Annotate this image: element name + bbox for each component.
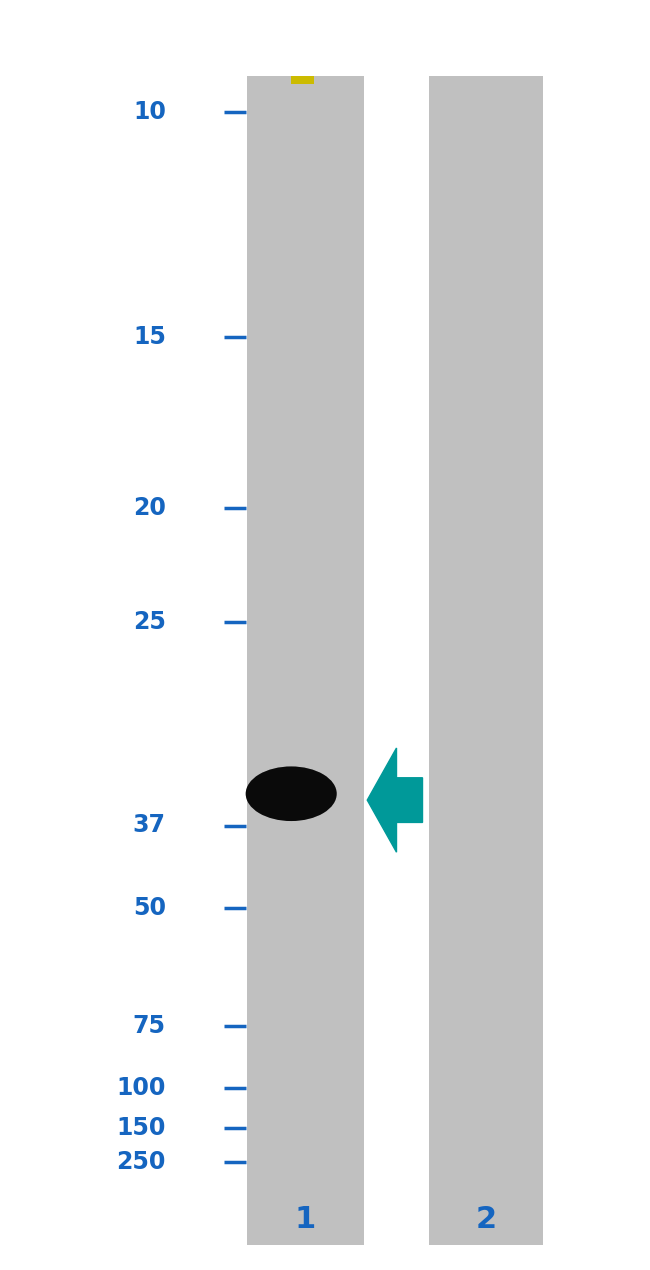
Text: 2: 2: [476, 1205, 497, 1233]
Ellipse shape: [246, 767, 337, 820]
Ellipse shape: [246, 767, 337, 820]
Text: 20: 20: [133, 497, 166, 519]
Bar: [247, 76, 364, 1245]
Text: 10: 10: [133, 100, 166, 123]
Ellipse shape: [266, 779, 317, 809]
Text: 25: 25: [133, 611, 166, 634]
Text: 50: 50: [133, 897, 166, 919]
FancyArrow shape: [367, 748, 422, 852]
Ellipse shape: [259, 775, 323, 813]
Bar: [429, 76, 543, 1245]
Text: 15: 15: [133, 325, 166, 348]
Text: 250: 250: [116, 1151, 166, 1173]
Text: 1: 1: [295, 1205, 316, 1233]
Ellipse shape: [252, 771, 330, 817]
Text: 100: 100: [116, 1077, 166, 1100]
Text: 150: 150: [116, 1116, 166, 1139]
Text: 37: 37: [133, 814, 166, 837]
Bar: [291, 76, 314, 84]
Text: 75: 75: [133, 1015, 166, 1038]
